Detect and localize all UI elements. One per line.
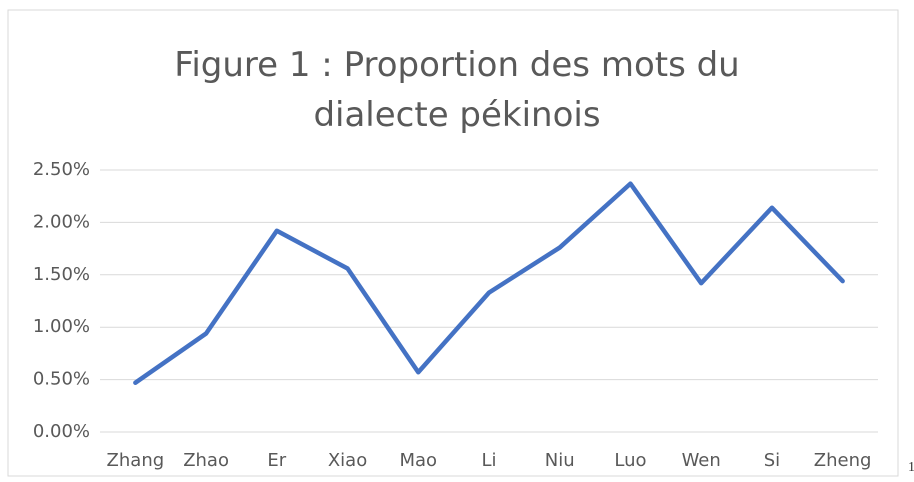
- x-tick-label: Zhang: [107, 450, 165, 471]
- x-tick-label: Mao: [399, 450, 437, 471]
- line: [133, 181, 845, 385]
- x-tick-label: Niu: [545, 450, 575, 471]
- y-tick-label: 1.00%: [33, 316, 90, 337]
- side-text: 1: [908, 460, 914, 475]
- y-tick-label: 2.00%: [33, 211, 90, 232]
- chart-frame: [7, 9, 899, 477]
- y-tick-label: 0.50%: [33, 369, 90, 390]
- x-tick-label: Si: [764, 450, 780, 471]
- x-tick-label: Li: [481, 450, 496, 471]
- chart-title: Figure 1 : Proportion des mots du dialec…: [174, 45, 740, 135]
- y-tick-label: 1.50%: [33, 264, 90, 285]
- y-tick-label: 0.00%: [33, 421, 90, 442]
- x-tick-label: Xiao: [328, 450, 367, 471]
- x-tick-label: Zheng: [814, 450, 872, 471]
- x-tick-label: Er: [267, 450, 286, 471]
- y-tick-label: 2.50%: [33, 159, 90, 180]
- x-tick-label: Luo: [614, 450, 646, 471]
- x-tick-label: Wen: [682, 450, 721, 471]
- x-tick-label: Zhao: [183, 450, 229, 471]
